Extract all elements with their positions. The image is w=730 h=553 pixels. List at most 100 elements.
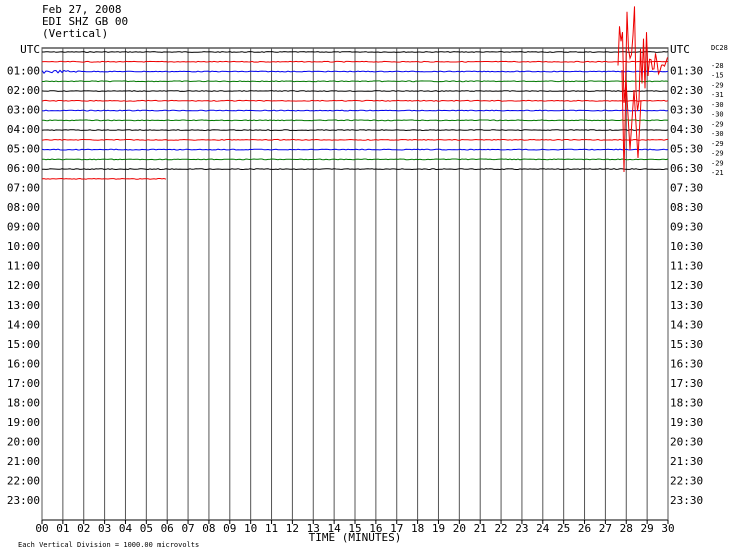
dc-value: -29 [711, 159, 724, 167]
x-tick-label: 15 [348, 522, 361, 535]
left-label: 19:00 [7, 416, 40, 429]
x-tick-label: 05 [140, 522, 153, 535]
right-label: 15:30 [670, 338, 703, 351]
left-label: 20:00 [7, 435, 40, 448]
dc-value: -29 [711, 120, 724, 128]
x-tick-label: 22 [494, 522, 507, 535]
x-axis-title: TIME (MINUTES) [309, 531, 402, 544]
left-label: 22:00 [7, 474, 40, 487]
trace [41, 99, 669, 102]
x-tick-label: 12 [286, 522, 299, 535]
right-label: 23:30 [670, 494, 703, 507]
x-tick-label: 11 [265, 522, 278, 535]
trace [41, 90, 669, 92]
x-tick-label: 28 [620, 522, 633, 535]
right-label: 03:30 [670, 104, 703, 117]
event-burst [617, 6, 668, 173]
trace [41, 109, 669, 112]
left-label: 23:00 [7, 494, 40, 507]
trace [42, 119, 669, 122]
dc-header: DC28 [711, 44, 728, 52]
trace [41, 148, 669, 151]
header-station: EDI SHZ GB 00 [42, 15, 128, 28]
x-tick-label: 04 [119, 522, 133, 535]
x-tick-label: 08 [202, 522, 215, 535]
right-label: 07:30 [670, 182, 703, 195]
left-label: 05:00 [7, 143, 40, 156]
right-label: 14:30 [670, 318, 703, 331]
right-label: 04:30 [670, 123, 703, 136]
dc-value: -29 [711, 150, 724, 158]
right-label: 08:30 [670, 201, 703, 214]
right-label: 06:30 [670, 162, 703, 175]
footer: Each Vertical Division = 1000.00 microvo… [18, 541, 199, 549]
left-label: 21:00 [7, 455, 40, 468]
left-label: 16:00 [7, 357, 40, 370]
x-tick-label: 24 [536, 522, 550, 535]
x-tick-label: 10 [244, 522, 257, 535]
left-label: 11:00 [7, 260, 40, 273]
left-label: 10:00 [7, 240, 40, 253]
left-label: 09:00 [7, 221, 40, 234]
left-label: 13:00 [7, 299, 40, 312]
left-label: 08:00 [7, 201, 40, 214]
x-tick-label: 29 [641, 522, 654, 535]
left-label: 14:00 [7, 318, 40, 331]
trace [41, 60, 669, 63]
x-tick-label: 25 [557, 522, 570, 535]
left-label: 07:00 [7, 182, 40, 195]
right-label: 18:30 [670, 396, 703, 409]
dc-value: -28 [711, 62, 724, 70]
left-label: 18:00 [7, 396, 40, 409]
left-label: 17:00 [7, 377, 40, 390]
right-label: 21:30 [670, 455, 703, 468]
x-tick-label: 23 [515, 522, 528, 535]
left-label: 04:00 [7, 123, 40, 136]
x-tick-label: 02 [77, 522, 90, 535]
right-label: 22:30 [670, 474, 703, 487]
x-tick-label: 09 [223, 522, 236, 535]
trace [41, 129, 669, 132]
header-date: Feb 27, 2008 [42, 3, 121, 16]
dc-value: -30 [711, 130, 724, 138]
x-tick-label: 06 [161, 522, 174, 535]
left-label: 02:00 [7, 84, 40, 97]
x-tick-label: 14 [328, 522, 342, 535]
dc-value: -30 [711, 111, 724, 119]
x-tick-label: 03 [98, 522, 111, 535]
x-tick-label: 20 [453, 522, 466, 535]
right-label: 12:30 [670, 279, 703, 292]
x-tick-label: 13 [307, 522, 320, 535]
right-label: 13:30 [670, 299, 703, 312]
dc-value: -21 [711, 169, 724, 177]
right-label: 20:30 [670, 435, 703, 448]
left-label: 01:00 [7, 65, 40, 78]
left-label: 06:00 [7, 162, 40, 175]
right-label: 02:30 [670, 84, 703, 97]
right-label: 17:30 [670, 377, 703, 390]
x-tick-label: 00 [35, 522, 48, 535]
x-tick-label: 01 [56, 522, 69, 535]
x-tick-label: 21 [474, 522, 487, 535]
left-label: 12:00 [7, 279, 40, 292]
right-label: 10:30 [670, 240, 703, 253]
x-tick-label: 17 [390, 522, 403, 535]
right-label: 09:30 [670, 221, 703, 234]
right-label: 01:30 [670, 65, 703, 78]
x-tick-label: 19 [432, 522, 445, 535]
trace [41, 138, 669, 141]
left-label: UTC [20, 43, 40, 56]
dc-value: -15 [711, 72, 724, 80]
right-label: 05:30 [670, 143, 703, 156]
right-label: UTC [670, 43, 690, 56]
trace [42, 51, 669, 53]
x-tick-label: 27 [599, 522, 612, 535]
trace [42, 80, 669, 83]
header-component: (Vertical) [42, 27, 108, 40]
dc-value: -29 [711, 81, 724, 89]
left-label: 03:00 [7, 104, 40, 117]
right-label: 16:30 [670, 357, 703, 370]
trace [41, 158, 669, 161]
right-label: 11:30 [670, 260, 703, 273]
